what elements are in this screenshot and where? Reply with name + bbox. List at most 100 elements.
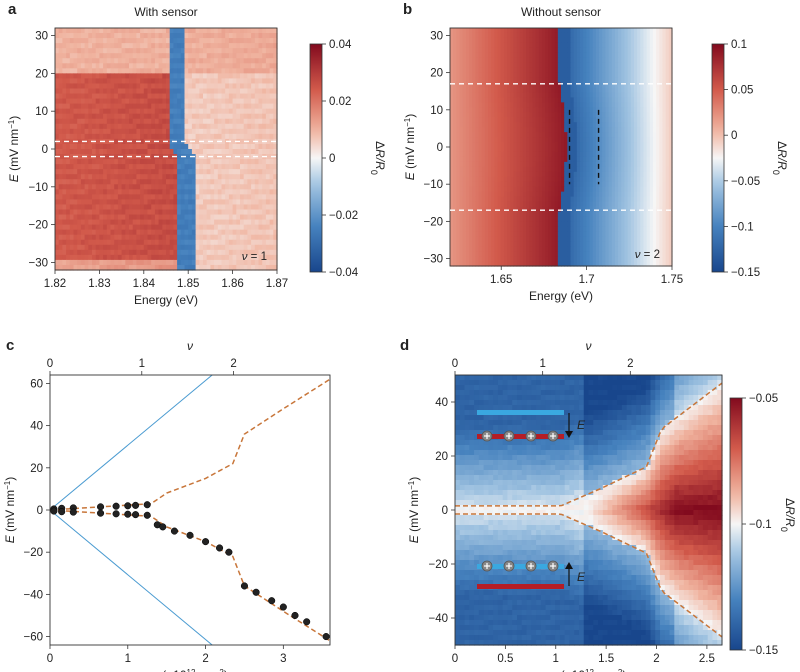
heatmap-cell (203, 254, 208, 261)
heatmap-cell (232, 128, 237, 135)
heatmap-cell (595, 137, 600, 143)
heatmap-cell (251, 93, 256, 100)
heatmap-cell (580, 37, 584, 44)
heatmap-cell (103, 68, 108, 74)
heatmap-cell (154, 43, 160, 49)
heatmap-cell (605, 37, 610, 44)
heatmap-cell (73, 108, 78, 115)
heatmap-cell (125, 133, 130, 140)
heatmap-cell (456, 112, 461, 118)
heatmap-cell (143, 93, 149, 100)
heatmap-cell (668, 32, 673, 39)
heatmap-cell (526, 72, 530, 79)
heatmap-cell (497, 132, 502, 138)
heatmap-cell (450, 151, 454, 158)
heatmap-cell (649, 122, 654, 128)
heatmap-cell (640, 72, 645, 79)
heatmap-cell (243, 239, 248, 246)
heatmap-cell (106, 48, 112, 54)
heatmap-cell (58, 264, 63, 271)
colorbar-a-tick-label: 0.02 (329, 96, 351, 108)
heatmap-cell (147, 33, 152, 39)
heatmap-cell (117, 73, 123, 80)
heatmap-cell (258, 169, 263, 175)
heatmap-cell (450, 107, 454, 113)
heatmap-cell (228, 123, 234, 130)
heatmap-cell (621, 67, 626, 74)
heatmap-cell (166, 254, 171, 261)
heatmap-cell (459, 82, 464, 89)
heatmap-cell (240, 58, 245, 64)
heatmap-cell (611, 28, 616, 34)
heatmap-cell (273, 174, 278, 180)
heatmap-cell (251, 179, 256, 185)
heatmap-cell (640, 142, 645, 148)
heatmap-cell (191, 58, 197, 64)
colorbar-a-tick-label: 0 (329, 153, 335, 165)
heatmap-cell (162, 118, 167, 125)
heatmap-cell (114, 199, 119, 206)
heatmap-cell (199, 93, 204, 100)
heatmap-cell (173, 189, 178, 195)
heatmap-cell (453, 37, 457, 44)
heatmap-cell (158, 38, 163, 44)
heatmap-cell (166, 214, 171, 221)
heatmap-cell (618, 147, 622, 153)
heatmap-cell (503, 107, 508, 113)
heatmap-cell (140, 43, 145, 49)
heatmap-cell (456, 137, 461, 143)
heatmap-cell (110, 78, 115, 85)
heatmap-cell (228, 103, 234, 110)
heatmap-cell (129, 78, 134, 85)
heatmap-cell (462, 37, 467, 44)
heatmap-cell (665, 92, 670, 99)
heatmap-cell (535, 166, 540, 173)
heatmap-cell (576, 112, 581, 118)
heatmap-cell (462, 77, 467, 84)
heatmap-cell (92, 214, 97, 221)
heatmap-cell (125, 184, 130, 190)
heatmap-cell (117, 68, 123, 74)
heatmap-cell (595, 72, 600, 79)
heatmap-cell (225, 88, 230, 95)
heatmap-cell (221, 264, 226, 271)
heatmap-cell (117, 179, 123, 185)
heatmap-cell (214, 83, 219, 90)
heatmap-cell (84, 224, 89, 231)
heatmap-cell (158, 123, 163, 130)
heatmap-cell (199, 224, 204, 231)
heatmap-cell (199, 254, 204, 261)
heatmap-cell (633, 62, 638, 69)
heatmap-cell (147, 68, 152, 74)
heatmap-cell (251, 239, 256, 246)
heatmap-cell (206, 224, 211, 231)
heatmap-cell (637, 32, 641, 39)
heatmap-cell (180, 199, 186, 206)
heatmap-cell (254, 229, 260, 236)
heatmap-cell (80, 174, 86, 180)
heatmap-cell (646, 122, 651, 128)
heatmap-cell (659, 32, 664, 39)
heatmap-cell (62, 234, 67, 241)
heatmap-cell (624, 132, 629, 138)
heatmap-cell (151, 224, 156, 231)
heatmap-cell (110, 239, 115, 246)
heatmap-cell (522, 82, 527, 89)
heatmap-cell (143, 118, 149, 125)
heatmap-cell (668, 132, 673, 138)
heatmap-cell (191, 43, 197, 49)
heatmap-cell (637, 92, 641, 99)
heatmap-cell (465, 37, 470, 44)
heatmap-cell (611, 37, 616, 44)
heatmap-cell (541, 137, 546, 143)
heatmap-cell (158, 98, 163, 105)
heatmap-cell (147, 224, 152, 231)
heatmap-cell (221, 133, 226, 140)
heatmap-cell (595, 127, 600, 133)
heatmap-cell (125, 108, 130, 115)
heatmap-cell (608, 132, 613, 138)
heatmap-cell (269, 259, 274, 266)
heatmap-cell (605, 161, 610, 168)
heatmap-cell (551, 166, 556, 173)
heatmap-cell (646, 82, 651, 89)
